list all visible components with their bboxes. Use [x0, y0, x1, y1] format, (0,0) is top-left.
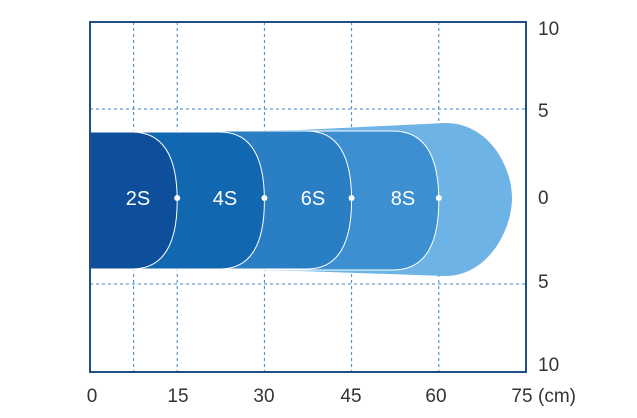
x-tick-label: 60 [425, 386, 446, 407]
x-tick-label: 0 [87, 386, 98, 407]
y-tick-label: 10 [538, 19, 559, 40]
zone-labels: 2S 4S 6S 8S [126, 188, 415, 210]
zone-boundary-dot [348, 195, 355, 201]
zone-boundary-dot [174, 195, 181, 201]
zone-label-8s: 8S [391, 188, 415, 210]
x-axis-ticks: 0 15 30 45 60 75 (cm) [87, 386, 576, 407]
x-tick-label: 45 [340, 386, 361, 407]
zone-label-4s: 4S [213, 188, 237, 210]
x-tick-label: 30 [253, 386, 274, 407]
y-tick-label: 10 [538, 355, 559, 376]
zone-boundary-dot [435, 195, 442, 201]
x-tick-label: 15 [167, 386, 188, 407]
y-tick-label: 0 [538, 188, 549, 209]
y-tick-label: 5 [538, 272, 549, 293]
y-axis-ticks-right: 10 5 0 5 10 [538, 19, 559, 376]
zone-boundary-dot [261, 195, 268, 201]
zone-boundary-dots [174, 195, 442, 201]
zone-label-6s: 6S [301, 188, 325, 210]
x-tick-label: 75 [511, 386, 532, 407]
zone-label-2s: 2S [126, 188, 150, 210]
x-axis-unit: (cm) [538, 386, 576, 407]
y-tick-label: 5 [538, 101, 549, 122]
plot-frame [89, 21, 527, 373]
